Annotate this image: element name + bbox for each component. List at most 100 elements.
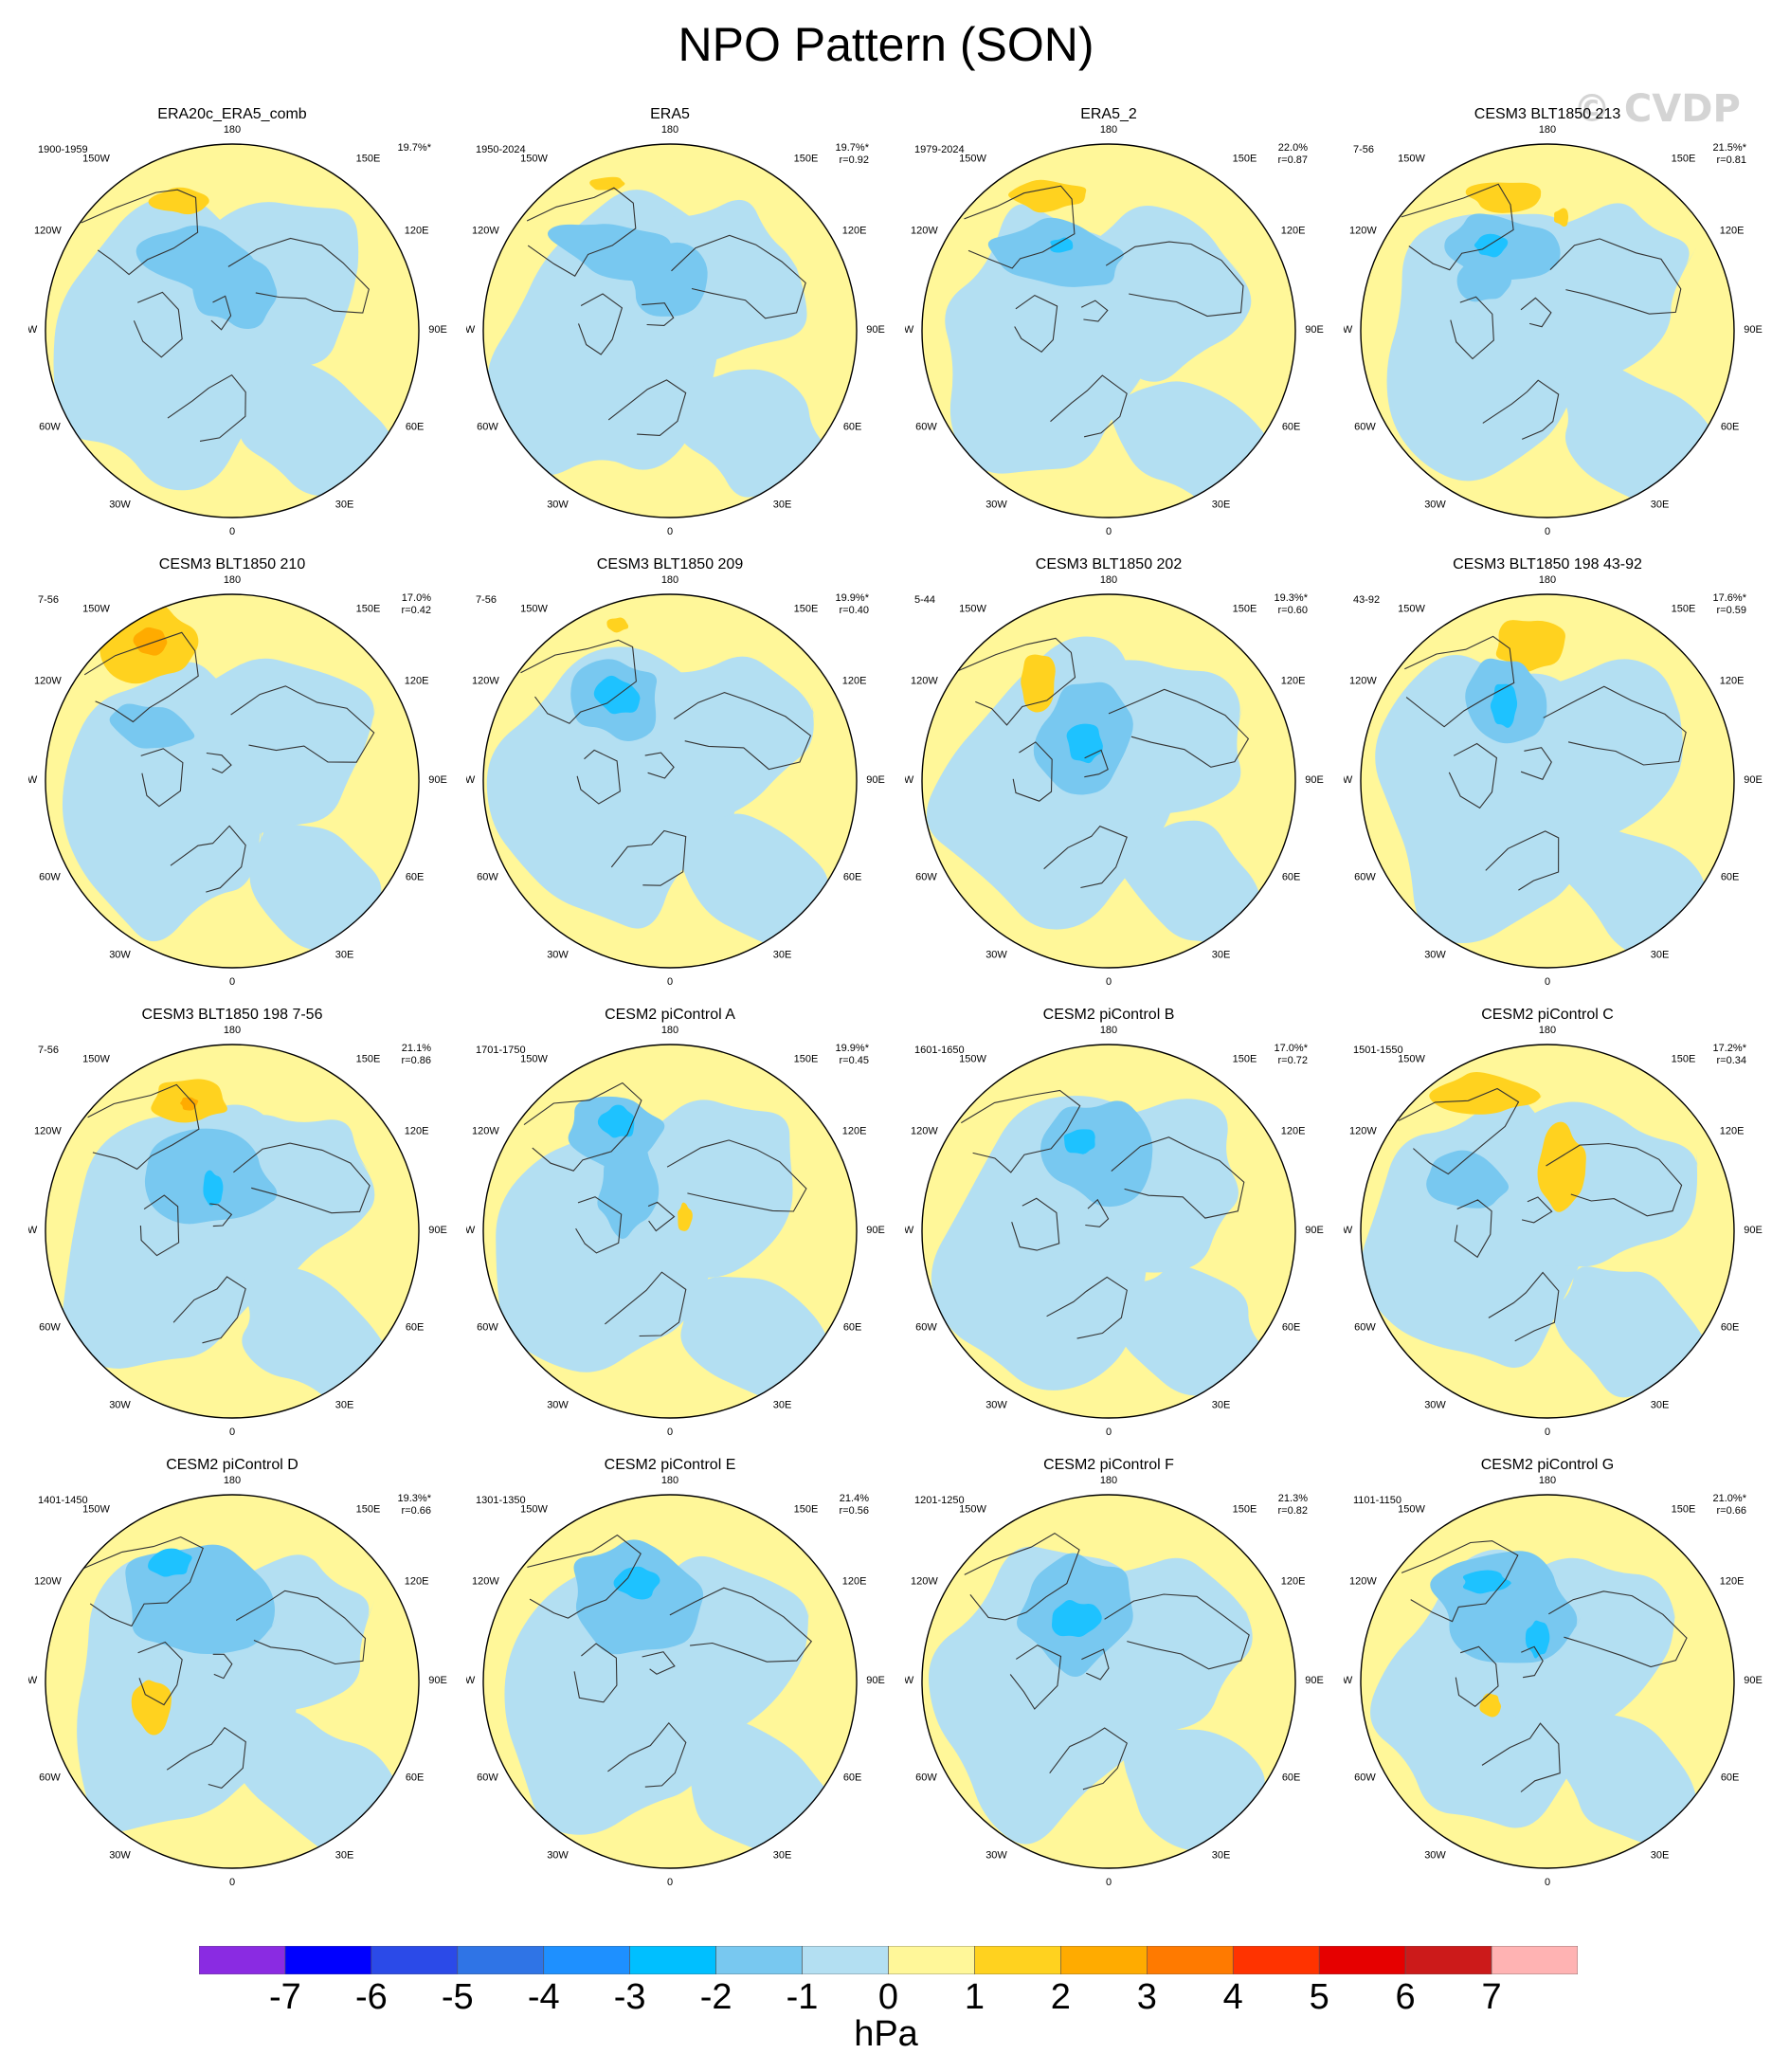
polar-map: 180 150E 120E 90E 60E 30E 0 30W 60W 90W 120W 150W <box>905 1475 1324 1888</box>
panel-percent: 19.3%* <box>1274 592 1308 604</box>
longitude-label: 90W <box>1344 774 1353 786</box>
longitude-label: 30W <box>1424 1400 1446 1411</box>
colorbar-swatch <box>974 1946 1061 1974</box>
longitude-label: 60W <box>915 422 937 433</box>
longitude-label: 120W <box>472 1126 499 1137</box>
panel-percent: 17.6%* <box>1712 592 1746 604</box>
longitude-label: 60E <box>1721 422 1740 433</box>
polar-map: 180 150E 120E 90E 60E 30E 0 30W 60W 90W 120W 150W <box>28 1475 447 1888</box>
longitude-label: 180 <box>224 574 241 586</box>
colorbar-swatch <box>1060 1946 1148 1974</box>
map-boundary <box>1360 1494 1735 1869</box>
panel-stats: 19.7%* r=0.92 <box>803 142 869 167</box>
panel-stats: 17.0% r=0.42 <box>365 592 432 617</box>
longitude-label: 90W <box>905 1675 914 1686</box>
longitude-label: 120E <box>1720 1576 1745 1588</box>
npo-contour-field <box>483 1045 857 1418</box>
colorbar-tick: -5 <box>441 1977 474 2017</box>
map-boundary <box>1360 143 1735 518</box>
polar-map: 180 150E 120E 90E 60E 30E 0 30W 60W 90W 120W 150W <box>905 574 1324 988</box>
panel-correlation: r=0.86 <box>401 1055 432 1066</box>
panel-title: ERA5_2 <box>1080 106 1137 122</box>
map-panel: 180 150E 120E 90E 60E 30E 0 30W 60W 90W 120W 150W CE… <box>1344 106 1772 552</box>
polar-map: 180 150E 120E 90E 60E 30E 0 30W 60W 90W 120W 150W <box>905 1025 1324 1438</box>
longitude-label: 60W <box>477 872 498 883</box>
panel-title: CESM2 piControl B <box>1042 1007 1175 1023</box>
longitude-label: 90E <box>866 774 885 786</box>
longitude-label: 90W <box>1344 1225 1353 1236</box>
npo-contour-field <box>922 1045 1295 1418</box>
longitude-label: 120W <box>34 1126 62 1137</box>
panel-correlation: r=0.59 <box>1716 605 1747 616</box>
longitude-label: 90E <box>428 1675 447 1686</box>
longitude-label: 90W <box>905 774 914 786</box>
longitude-label: 30W <box>985 1400 1007 1411</box>
panel-years: 5-44 <box>914 594 936 606</box>
colorbar-swatch <box>284 1946 372 1974</box>
map-boundary <box>921 1494 1296 1869</box>
longitude-label: 150E <box>356 1053 381 1064</box>
longitude-label: 90E <box>1744 1675 1763 1686</box>
longitude-label: 60E <box>1721 872 1740 883</box>
longitude-label: 0 <box>1545 1427 1550 1438</box>
colorbar-swatch <box>1232 1946 1320 1974</box>
longitude-label: 120W <box>472 226 499 237</box>
longitude-label: 90E <box>1744 324 1763 336</box>
longitude-label: 120W <box>472 1576 499 1588</box>
polar-map: 180 150E 120E 90E 60E 30E 0 30W 60W 90W 120W 150W <box>466 574 885 988</box>
longitude-label: 90W <box>905 1225 914 1236</box>
longitude-label: 120E <box>842 1126 867 1137</box>
longitude-label: 150E <box>1233 1053 1257 1064</box>
longitude-label: 180 <box>661 1475 678 1486</box>
longitude-label: 90W <box>28 324 38 336</box>
longitude-label: 30W <box>547 1850 569 1862</box>
polar-map: 180 150E 120E 90E 60E 30E 0 30W 60W 90W 120W 150W <box>28 1025 447 1438</box>
colorbar-swatch <box>371 1946 459 1974</box>
map-panel: 180 150E 120E 90E 60E 30E 0 30W 60W 90W 120W 150W CE… <box>466 1457 902 1902</box>
longitude-label: 120W <box>1349 1576 1377 1588</box>
npo-contour-field <box>45 1495 419 1868</box>
longitude-label: 60E <box>1282 1772 1301 1784</box>
panel-title: CESM2 piControl G <box>1480 1457 1615 1473</box>
longitude-label: 90W <box>905 324 914 336</box>
longitude-label: 180 <box>1100 574 1117 586</box>
panel-percent: 19.9%* <box>835 1043 869 1054</box>
longitude-label: 120E <box>405 226 429 237</box>
longitude-label: 60E <box>406 1772 425 1784</box>
map-panel: 180 150E 120E 90E 60E 30E 0 30W 60W 90W 120W 150W CE… <box>28 1457 464 1902</box>
colorbar-unit-label: hPa <box>854 2014 918 2054</box>
map-boundary <box>482 593 858 969</box>
colorbar-swatch <box>629 1946 716 1974</box>
longitude-label: 30W <box>547 950 569 961</box>
colorbar-swatch <box>199 1946 286 1974</box>
panel-title: CESM3 BLT1850 209 <box>596 556 744 573</box>
panel-title: ERA20c_ERA5_comb <box>157 106 307 122</box>
panel-percent: 19.3%* <box>397 1493 431 1504</box>
map-boundary <box>45 1044 420 1419</box>
longitude-label: 150E <box>1672 603 1696 614</box>
map-panel: 180 150E 120E 90E 60E 30E 0 30W 60W 90W 120W 150W ER… <box>466 106 902 552</box>
longitude-label: 30E <box>1212 1400 1231 1411</box>
longitude-label: 120E <box>405 1126 429 1137</box>
longitude-label: 150E <box>794 603 819 614</box>
longitude-label: 0 <box>229 1427 235 1438</box>
panel-percent: 21.4% <box>839 1493 869 1504</box>
longitude-label: 0 <box>1545 526 1550 537</box>
npo-contour-field <box>1361 594 1734 968</box>
longitude-label: 30W <box>109 950 131 961</box>
polar-map: 180 150E 120E 90E 60E 30E 0 30W 60W 90W 120W 150W <box>1344 1025 1763 1438</box>
longitude-label: 90E <box>428 774 447 786</box>
longitude-label: 90W <box>466 774 476 786</box>
longitude-label: 90W <box>466 324 476 336</box>
longitude-label: 90W <box>1344 324 1353 336</box>
longitude-label: 150W <box>520 153 548 164</box>
longitude-label: 90E <box>866 1675 885 1686</box>
longitude-label: 30E <box>1651 950 1670 961</box>
longitude-label: 60E <box>843 872 862 883</box>
longitude-label: 120E <box>405 676 429 687</box>
panel-years: 1601-1650 <box>914 1045 965 1056</box>
panel-stats: 21.3% r=0.82 <box>1241 1493 1309 1518</box>
map-boundary <box>482 1494 858 1869</box>
longitude-label: 60W <box>915 1322 937 1334</box>
colorbar-tick: -1 <box>786 1977 819 2017</box>
